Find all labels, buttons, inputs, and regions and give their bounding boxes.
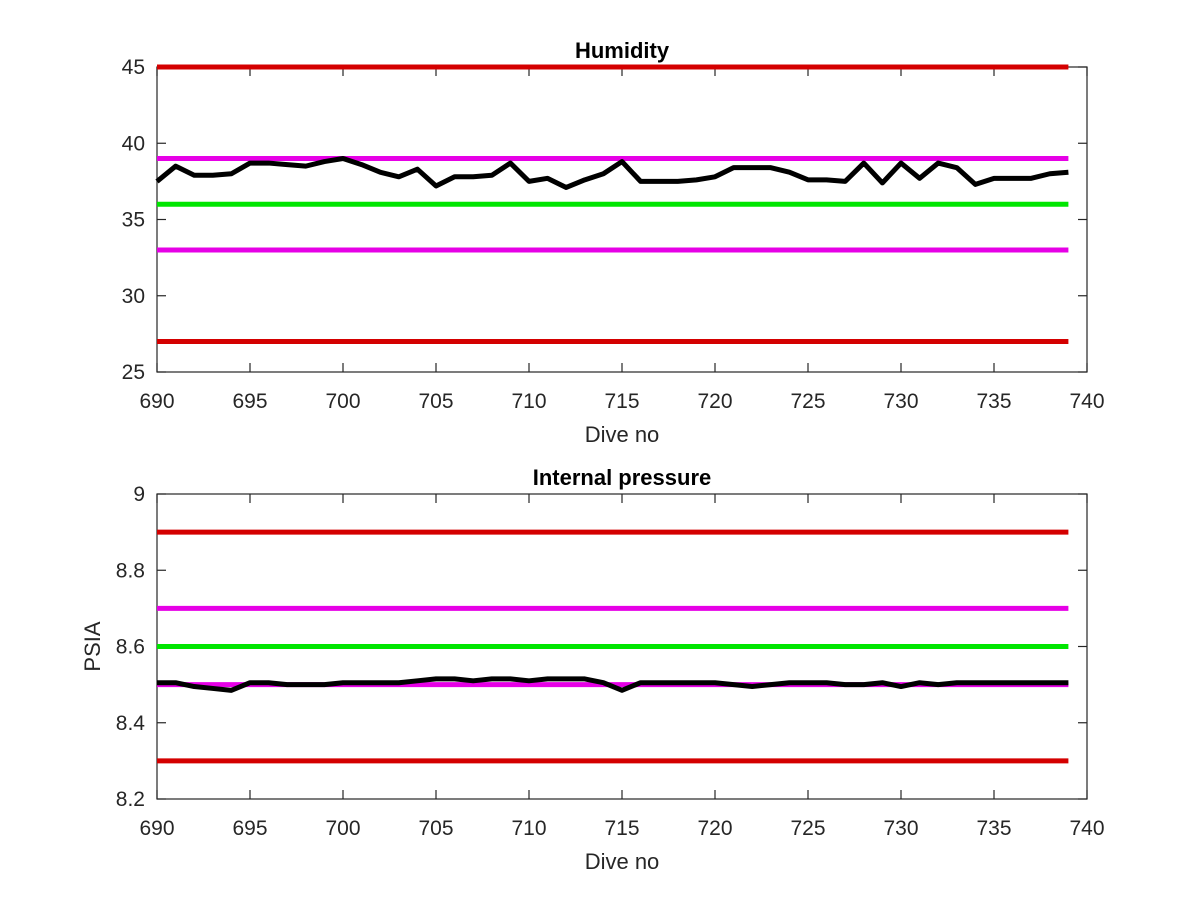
series-line	[155, 156, 1069, 190]
y-tick-label: 35	[122, 209, 145, 232]
y-tick-label: 45	[122, 56, 145, 79]
x-tick-label: 740	[1069, 817, 1104, 840]
x-tick-label: 725	[790, 817, 825, 840]
x-tick-label: 700	[325, 817, 360, 840]
y-tick-label: 8.4	[116, 712, 146, 735]
x-tick-label: 740	[1069, 390, 1104, 413]
x-tick-label: 735	[976, 817, 1011, 840]
x-tick-label: 730	[883, 817, 918, 840]
y-tick-label: 9	[133, 483, 145, 506]
x-tick-label: 710	[511, 817, 546, 840]
y-tick-label: 8.6	[116, 636, 145, 659]
x-tick-label: 700	[325, 390, 360, 413]
chart-title: Humidity	[575, 38, 670, 63]
humidity-plot: 690 695 700 705 710 715 720 725 730 735 740 25 30 35 4…	[122, 38, 1105, 447]
x-tick-label: 690	[139, 390, 174, 413]
y-tick-label: 40	[122, 132, 145, 155]
x-tick-label: 705	[418, 817, 453, 840]
series-line	[157, 676, 1069, 693]
y-axis-label: PSIA	[80, 621, 105, 671]
y-tick-label: 8.8	[116, 559, 145, 582]
x-tick-label: 735	[976, 390, 1011, 413]
y-tick-label: 25	[122, 361, 145, 384]
x-tick-label: 725	[790, 390, 825, 413]
y-tick-label: 30	[122, 285, 145, 308]
x-tick-label: 720	[697, 817, 732, 840]
x-tick-label: 720	[697, 390, 732, 413]
x-tick-label: 730	[883, 390, 918, 413]
x-tick-label: 705	[418, 390, 453, 413]
x-tick-label: 710	[511, 390, 546, 413]
x-axis-label: Dive no	[585, 849, 660, 874]
x-tick-label: 715	[604, 390, 639, 413]
x-tick-label: 695	[232, 390, 267, 413]
x-tick-label: 715	[604, 817, 639, 840]
y-tick-label: 8.2	[116, 788, 145, 811]
chart-title: Internal pressure	[533, 465, 712, 490]
x-tick-label: 690	[139, 817, 174, 840]
internal-pressure-plot: 690 695 700 705 710 715 720 725 730 735 740 8.2 8.4 8…	[80, 465, 1105, 874]
axes-frame	[156, 66, 1088, 373]
x-tick-label: 695	[232, 817, 267, 840]
x-axis-label: Dive no	[585, 422, 660, 447]
